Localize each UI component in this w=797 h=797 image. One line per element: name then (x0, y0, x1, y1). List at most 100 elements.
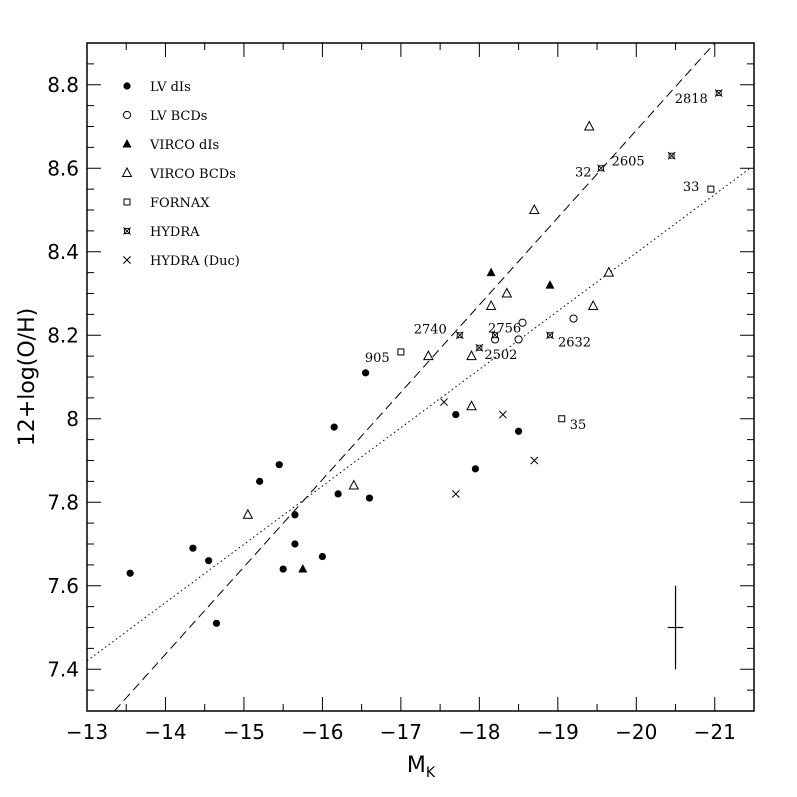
x-tick-label: −18 (458, 720, 500, 744)
x-tick-label: −14 (144, 720, 186, 744)
point-labels: 905 35 33 2740 2502 2756 2632 32 2605 2818 (365, 92, 708, 433)
legend-marker (122, 110, 132, 120)
fit-line-dashed (114, 42, 716, 712)
point-label: 33 (683, 180, 700, 195)
legend-marker (123, 227, 131, 235)
point-virco-bcds (587, 299, 599, 311)
point-virco-dis (545, 280, 555, 289)
star-cross (123, 227, 131, 235)
x-tick-label: −13 (66, 720, 108, 744)
legend-marker (123, 198, 131, 206)
legend-entry: LV BCDs (122, 109, 207, 124)
y-tick-label: 8.2 (47, 323, 79, 347)
legend-label: VIRCO dIs (149, 138, 219, 153)
legend-entry: VIRCO dIs (122, 138, 219, 153)
point-virco-bcds (242, 508, 254, 519)
star-cross (667, 151, 676, 160)
legend-label: LV BCDs (150, 109, 207, 124)
point-hydra (455, 331, 464, 340)
point-label: 2740 (414, 322, 447, 337)
point-virco-bcds (466, 350, 477, 361)
y-tick-label: 8.8 (47, 73, 79, 97)
point-hydra (597, 164, 605, 173)
point-lv-dis (126, 569, 134, 577)
legend-marker (123, 82, 131, 90)
error-bar (667, 585, 684, 670)
legend: LV dIs LV BCDs VIRCO dIs VIRCO BCDs FORNAX HY… (121, 80, 240, 269)
star-cross (546, 331, 554, 340)
legend-label: FORNAX (150, 196, 210, 211)
x-axis-title-sub: K (426, 765, 436, 781)
legend-label: HYDRA (Duc) (150, 254, 240, 269)
point-hydra (475, 343, 484, 352)
point-lv-bcds (518, 318, 527, 327)
point-hydra (491, 331, 499, 340)
point-lv-dis (514, 427, 523, 435)
point-virco-bcds (583, 120, 595, 131)
axis-ticks (86, 42, 755, 712)
legend-marker (123, 256, 131, 264)
x-tick-label: −16 (301, 720, 343, 744)
x-axis-title: MK (407, 753, 436, 781)
point-hydra (546, 331, 554, 340)
point-virco-bcds (466, 400, 477, 411)
point-virco-bcds (348, 479, 360, 490)
point-label: 2818 (675, 92, 708, 107)
point-hydra (714, 89, 723, 98)
point-virco-bcds (423, 350, 434, 361)
point-label: 2756 (488, 321, 521, 336)
point-virco-dis (486, 267, 496, 277)
fit-lines (86, 42, 751, 712)
point-virco-bcds (501, 287, 513, 298)
point-virco-bcds (603, 266, 615, 277)
fit-line-dotted (86, 167, 751, 662)
point-fornax (558, 415, 566, 423)
star-cross (455, 331, 464, 340)
point-lv-bcds (569, 314, 578, 323)
x-tick-label: −17 (380, 720, 422, 744)
legend-label: VIRCO BCDs (149, 167, 236, 182)
point-virco-dis (298, 564, 308, 573)
point-label: 32 (575, 165, 592, 180)
point-lv-dis (471, 465, 480, 473)
data-points (126, 89, 723, 627)
x-tick-label: −20 (615, 720, 657, 744)
star-cross (491, 331, 499, 340)
legend-entry: FORNAX (123, 196, 210, 211)
point-fornax (397, 348, 405, 356)
point-virco-bcds (528, 203, 540, 214)
tick-labels: −13 −14 −15 −16 −17 −18 −19 −20 −21 7.4 7.6 7.8 8 8.2… (47, 73, 736, 744)
point-lv-dis (291, 511, 299, 519)
point-label: 2632 (558, 335, 591, 350)
star-cross (597, 164, 605, 173)
y-tick-label: 8.6 (47, 156, 79, 180)
star-cross (714, 89, 723, 98)
point-lv-dis (330, 423, 338, 431)
point-lv-dis (361, 369, 370, 377)
legend-entry: VIRCO BCDs (121, 166, 236, 182)
legend-label: LV dIs (150, 80, 191, 95)
point-lv-dis (205, 557, 213, 565)
point-label: 2502 (484, 348, 517, 363)
point-label: 35 (570, 418, 587, 433)
point-lv-dis (189, 544, 197, 552)
y-tick-label: 7.4 (47, 657, 79, 681)
point-lv-dis (365, 494, 374, 502)
legend-marker (121, 166, 133, 177)
legend-entry: HYDRA (Duc) (123, 254, 240, 269)
point-hydra-duc (530, 456, 539, 465)
y-tick-label: 8 (66, 407, 79, 431)
x-tick-label: −21 (694, 720, 736, 744)
point-lv-bcds (514, 335, 523, 344)
point-lv-dis (212, 619, 221, 627)
point-lv-dis (256, 477, 264, 485)
x-tick-label: −19 (537, 720, 579, 744)
legend-entry: LV dIs (123, 80, 191, 95)
x-axis-title-main: M (407, 753, 426, 778)
point-label: 2605 (612, 155, 645, 170)
point-hydra-duc (451, 489, 460, 498)
point-label: 905 (365, 351, 390, 366)
point-hydra-duc (498, 410, 507, 419)
point-virco-bcds (485, 299, 497, 311)
